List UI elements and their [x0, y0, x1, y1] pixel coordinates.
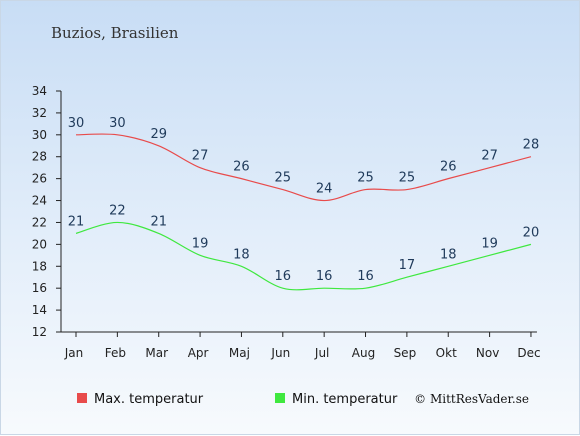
x-tick-label: Jan: [64, 346, 84, 360]
max-data-label: 27: [481, 149, 498, 164]
max-data-label: 24: [316, 182, 333, 197]
max-data-label: 25: [399, 171, 416, 186]
min-temperature-line: [75, 221, 532, 291]
x-tick-label: Nov: [476, 346, 499, 360]
max-data-label: 25: [275, 171, 292, 186]
x-tick-label: Mar: [145, 346, 168, 360]
x-tick-label: Feb: [105, 346, 126, 360]
x-tick-label: Sep: [394, 346, 417, 360]
max-data-label: 26: [233, 160, 250, 175]
min-data-label: 18: [440, 247, 457, 262]
data-labels: 30 30 29 27 26 25 24 25 25 26 27 28 21 22 21 19 18 16 16 16…: [68, 116, 540, 284]
x-tick-label: Aug: [352, 346, 375, 360]
legend-max-swatch: [77, 393, 87, 403]
y-tick-label: 26: [32, 172, 47, 186]
axes: 12 14 16 18 20 22 24 26 28 30 32 34 Jan Feb Mar Apr Maj J…: [32, 84, 541, 360]
x-tick-label: Maj: [229, 346, 250, 360]
min-data-label: 21: [150, 214, 167, 229]
y-tick-label: 20: [32, 237, 47, 251]
y-tick-label: 32: [32, 106, 47, 120]
legend-min-swatch: [275, 393, 285, 403]
max-data-label: 25: [357, 171, 374, 186]
max-temperature-line: [75, 133, 532, 202]
x-tick-label: Jul: [314, 346, 329, 360]
y-tick-label: 34: [32, 84, 47, 98]
max-data-label: 27: [192, 149, 209, 164]
min-data-label: 18: [233, 247, 250, 262]
min-data-label: 17: [399, 258, 416, 273]
y-tick-label: 22: [32, 215, 47, 229]
y-tick-label: 24: [32, 194, 47, 208]
y-tick-label: 14: [32, 303, 47, 317]
max-data-label: 30: [68, 116, 85, 131]
min-data-label: 22: [109, 203, 126, 218]
min-data-label: 21: [68, 214, 85, 229]
series-lines: [75, 133, 532, 291]
x-tick-label: Jun: [270, 346, 290, 360]
max-data-label: 30: [109, 116, 126, 131]
legend: Max. temperatur Min. temperatur: [77, 392, 398, 407]
min-data-label: 20: [523, 225, 540, 240]
max-data-label: 26: [440, 160, 457, 175]
x-tick-label: Okt: [436, 346, 457, 360]
x-tick-label: Apr: [188, 346, 209, 360]
y-tick-label: 16: [32, 281, 47, 295]
min-data-label: 16: [275, 269, 292, 284]
max-data-label: 28: [523, 138, 540, 153]
y-tick-label: 12: [32, 325, 47, 339]
chart-title: Buzios, Brasilien: [51, 24, 179, 42]
y-tick-label: 18: [32, 259, 47, 273]
y-tick-label: 30: [32, 128, 47, 142]
y-tick-label: 28: [32, 150, 47, 164]
max-data-label: 29: [150, 127, 167, 142]
legend-min-label: Min. temperatur: [292, 392, 398, 407]
legend-max-label: Max. temperatur: [94, 392, 204, 407]
min-data-label: 16: [316, 269, 333, 284]
x-tick-label: Dec: [517, 346, 540, 360]
min-data-label: 16: [357, 269, 374, 284]
credit-text: © MittResVader.se: [414, 392, 529, 406]
min-data-label: 19: [481, 236, 498, 251]
min-data-label: 19: [192, 236, 209, 251]
